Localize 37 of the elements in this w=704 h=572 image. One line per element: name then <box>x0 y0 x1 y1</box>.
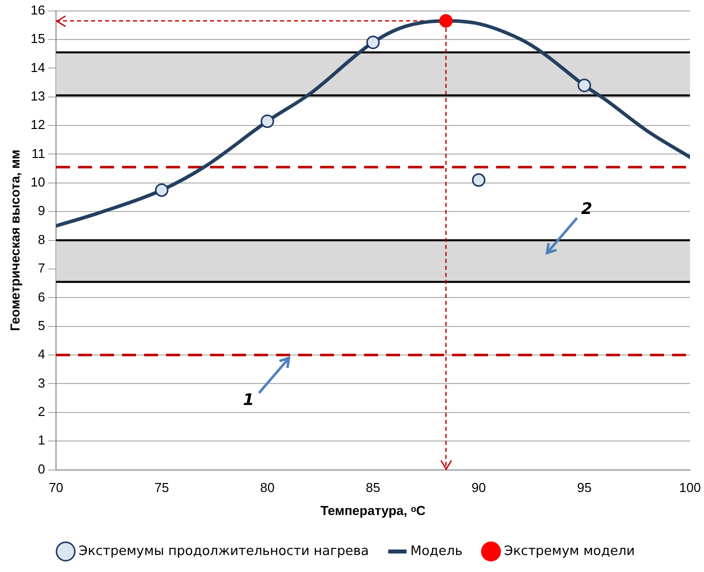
annotation: 2 <box>581 198 592 218</box>
y-tick-label: 7 <box>38 260 46 276</box>
x-tick-label: 75 <box>154 480 169 496</box>
y-tick-label: 10 <box>30 174 46 190</box>
y-axis-title: Геометрическая высота, мм <box>7 150 22 332</box>
x-tick-label: 100 <box>679 480 701 496</box>
y-tick-label: 8 <box>38 232 46 247</box>
y-tick-label: 11 <box>32 146 46 161</box>
x-tick-label: 90 <box>471 480 486 496</box>
point <box>260 114 274 128</box>
annotation: 1 <box>242 390 254 410</box>
y-tick-label: 6 <box>38 289 46 304</box>
y-tick-label: 16 <box>30 2 46 18</box>
point <box>366 36 380 50</box>
point <box>154 183 168 197</box>
y-tick-label: 3 <box>38 375 46 390</box>
y-tick-label: 12 <box>30 117 46 132</box>
y-tick-label: 14 <box>30 60 46 75</box>
y-tick-label: 5 <box>38 318 46 333</box>
point <box>439 14 453 28</box>
y-tick-label: 0 <box>38 461 46 476</box>
point <box>472 173 486 187</box>
y-tick-label: 13 <box>30 88 46 104</box>
x-tick-label: 80 <box>260 480 275 496</box>
y-tick-label: 15 <box>30 31 46 46</box>
x-axis-title: Температура, ᵒC <box>320 502 426 518</box>
y-tick-label: 2 <box>38 404 46 420</box>
y-tick-label: 9 <box>38 203 46 218</box>
y-tick-label: 4 <box>38 346 46 362</box>
legend-label: Экстремумы продолжительности нагрева <box>78 544 369 559</box>
x-tick-label: 95 <box>577 480 592 496</box>
legend-label: Модель <box>410 544 462 559</box>
point <box>578 78 592 92</box>
x-tick-label: 85 <box>366 480 380 496</box>
legend-label: Экстремум модели <box>504 544 635 559</box>
y-tick-label: 1 <box>38 432 46 448</box>
x-tick-label: 70 <box>48 480 64 496</box>
